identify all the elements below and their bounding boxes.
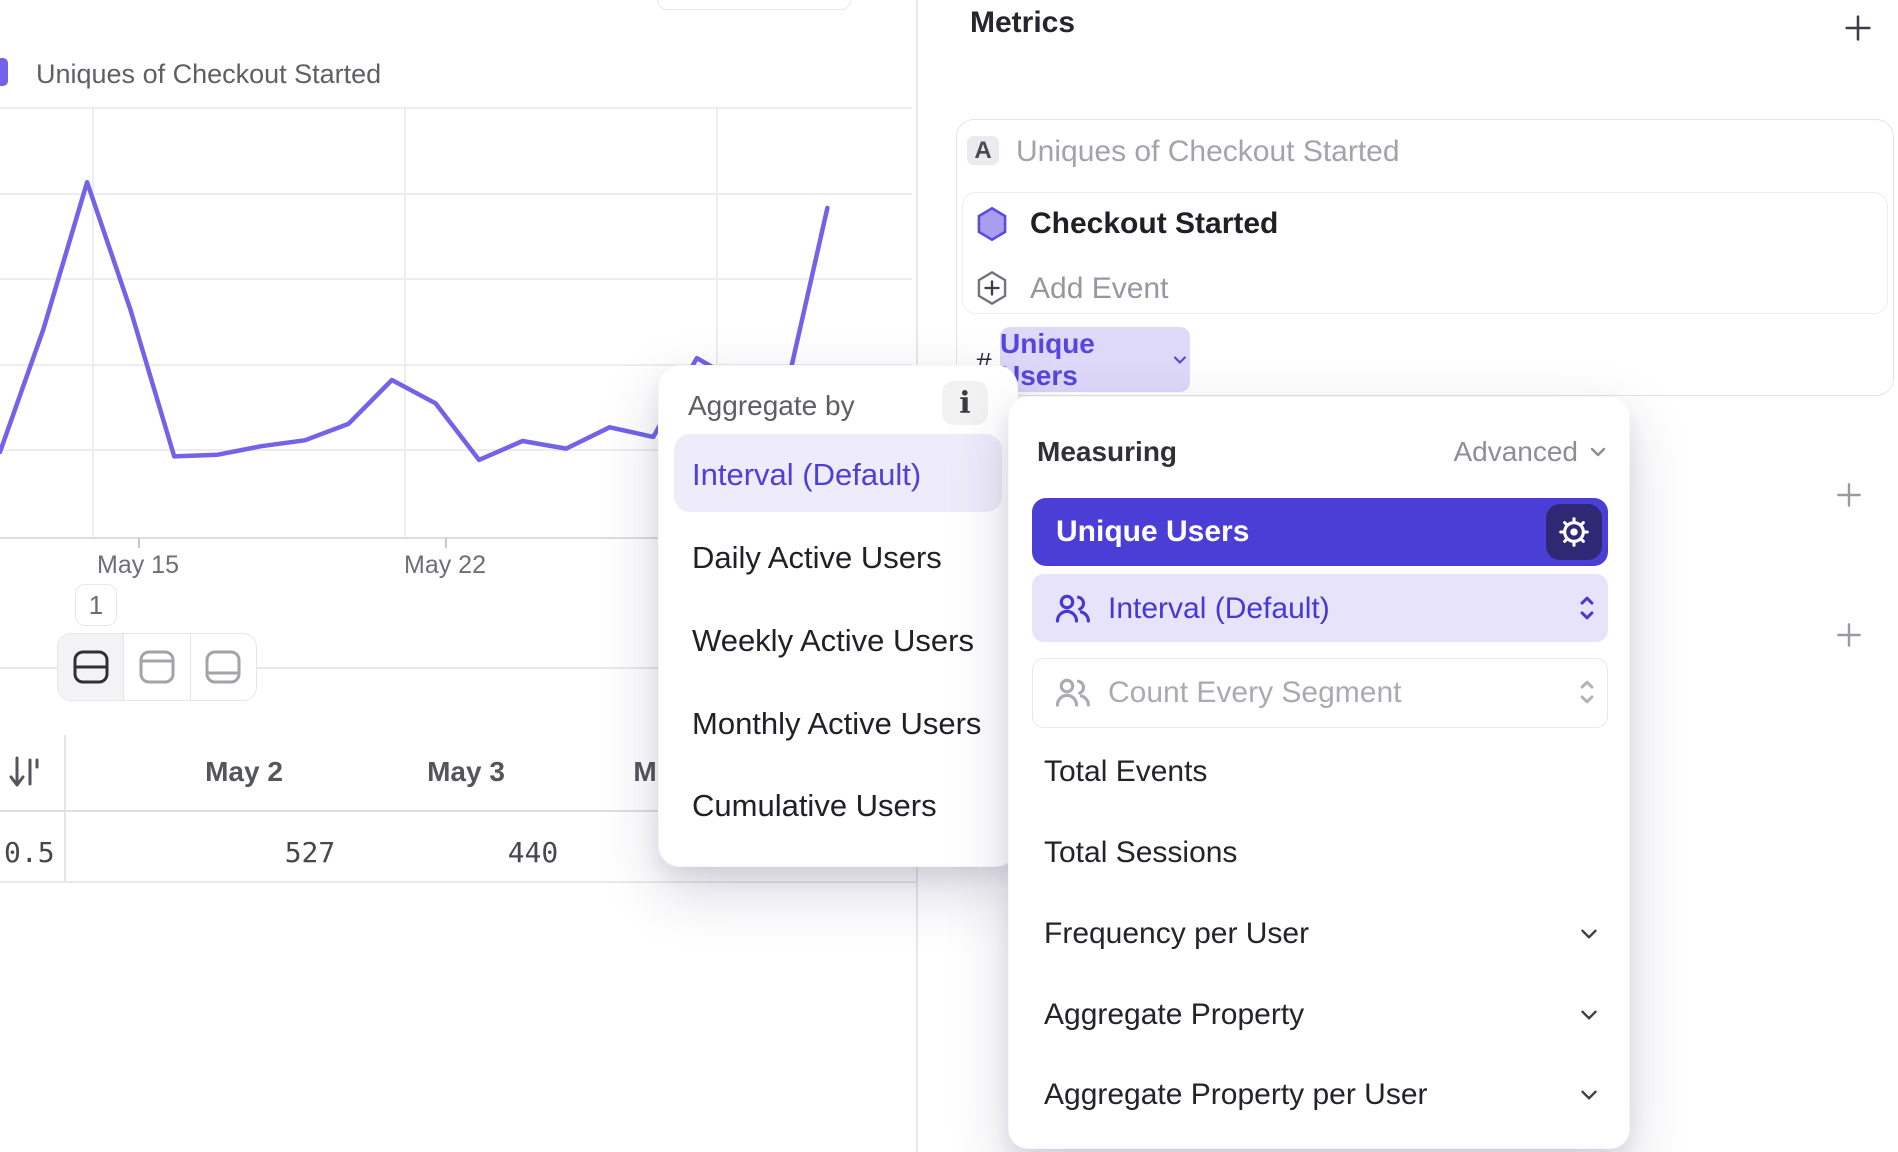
aggregate-option[interactable]: Cumulative Users (692, 788, 937, 823)
chevron-down-icon (1576, 1082, 1602, 1113)
legend-series-swatch (0, 58, 8, 86)
x-axis-tick (445, 538, 447, 548)
event-row-label[interactable]: Checkout Started (1030, 207, 1279, 240)
people-icon (1054, 674, 1092, 717)
table-cell: 527 (284, 836, 336, 869)
toolbar-chip-partial[interactable] (657, 0, 851, 10)
gridline (0, 364, 912, 366)
chevron-down-icon (1174, 355, 1187, 364)
chevron-down-icon (1576, 921, 1602, 952)
gridline (0, 278, 912, 280)
panel-bottom-icon (205, 650, 241, 684)
aggregate-option[interactable]: Monthly Active Users (692, 706, 982, 741)
sort-descending-icon[interactable] (8, 752, 40, 797)
unfold-vertical-icon (1572, 676, 1602, 713)
measuring-option[interactable]: Total Sessions (1044, 836, 1238, 869)
metric-name-input[interactable]: Uniques of Checkout Started (1016, 135, 1400, 168)
split-rows-icon (73, 650, 109, 684)
count-every-segment-row[interactable] (1032, 658, 1608, 728)
info-icon[interactable]: i (942, 381, 988, 425)
gear-icon (1559, 517, 1589, 547)
measuring-option[interactable]: Frequency per User (1044, 917, 1310, 950)
table-column-divider (64, 735, 66, 882)
panel-top-icon (139, 650, 175, 684)
gridline (404, 107, 406, 537)
layout-toggle-group (57, 633, 257, 701)
plus-icon (1837, 623, 1861, 647)
aggregate-option[interactable]: Weekly Active Users (692, 623, 974, 658)
event-hexagon-icon (976, 206, 1008, 246)
table-header-cell-clipped[interactable]: M (633, 756, 657, 787)
measuring-option[interactable]: Aggregate Property (1044, 998, 1305, 1031)
measurement-chip-label: Unique Users (1000, 327, 1095, 391)
panel-bottom-view-button[interactable] (191, 634, 256, 700)
metric-letter: A (974, 136, 992, 164)
add-event-button[interactable]: Add Event (1030, 272, 1169, 305)
pagination-page-label: 1 (88, 589, 104, 620)
measuring-option-selected[interactable] (1032, 498, 1608, 566)
aggregate-by-title: Aggregate by (688, 390, 855, 421)
measurement-chip-button[interactable]: Unique Users (1000, 327, 1190, 392)
gridline (0, 193, 912, 195)
gridline (0, 449, 912, 451)
legend-series-label: Uniques of Checkout Started (36, 59, 382, 89)
plus-icon (1837, 483, 1861, 507)
metric-letter-badge: A (967, 136, 999, 165)
measuring-title: Measuring (1037, 436, 1178, 467)
table-header-border (0, 810, 916, 812)
advanced-mode-toggle[interactable]: Advanced (1453, 436, 1578, 467)
people-icon (1054, 590, 1092, 633)
measuring-selected-label: Unique Users (1056, 515, 1250, 548)
table-header-cell[interactable]: May 2 (205, 756, 283, 787)
gridline (0, 107, 912, 109)
event-card (962, 192, 1888, 314)
aggregate-option-selected[interactable] (674, 434, 1002, 512)
add-row-button[interactable] (1830, 476, 1868, 514)
interval-row[interactable] (1032, 574, 1608, 642)
aggregate-option[interactable]: Daily Active Users (692, 540, 942, 575)
pagination-page-button[interactable]: 1 (75, 584, 117, 626)
split-rows-view-button[interactable] (58, 634, 125, 700)
panel-top-view-button[interactable] (124, 634, 191, 700)
add-event-hexagon-plus-icon (976, 270, 1008, 310)
section-divider (0, 667, 916, 669)
interval-row-label: Interval (Default) (1108, 592, 1330, 625)
plus-icon (1845, 15, 1871, 41)
table-header-cell[interactable]: May 3 (427, 756, 505, 787)
table-row-border (0, 881, 916, 883)
add-row-button[interactable] (1830, 616, 1868, 654)
add-metric-button[interactable] (1838, 8, 1878, 48)
metrics-panel-title: Metrics (970, 6, 1076, 39)
gridline (92, 107, 94, 537)
x-tick-label: May 22 (404, 551, 486, 579)
chevron-down-icon[interactable] (1586, 440, 1610, 469)
info-glyph: i (959, 385, 971, 421)
count-every-segment-label: Count Every Segment (1108, 676, 1402, 709)
table-cell-clipped: 0.5 (4, 836, 55, 869)
unfold-vertical-icon (1572, 592, 1602, 629)
chevron-down-icon (1576, 1002, 1602, 1033)
x-axis-tick (138, 538, 140, 548)
table-cell: 440 (507, 836, 559, 869)
measuring-option[interactable]: Total Events (1044, 755, 1208, 788)
x-tick-label: May 15 (97, 551, 179, 579)
x-axis-line (0, 537, 912, 539)
measuring-option[interactable]: Aggregate Property per User (1044, 1078, 1428, 1111)
gridline (716, 107, 718, 537)
settings-button[interactable] (1546, 504, 1602, 560)
aggregate-option-label: Interval (Default) (692, 457, 922, 492)
